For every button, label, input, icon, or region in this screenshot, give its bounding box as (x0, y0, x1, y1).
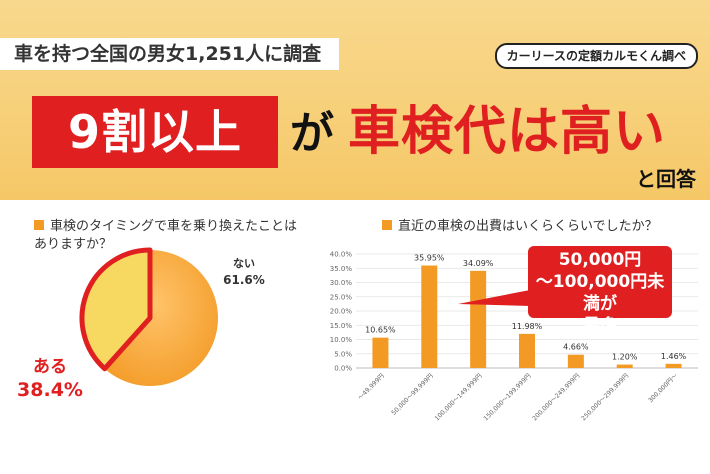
bar (519, 333, 535, 368)
pie-slice-aru (79, 247, 153, 372)
bar-title-text: 直近の車検の出費はいくらくらいでしたか？ (398, 219, 658, 234)
x-tick-label: ～49,999円 (357, 372, 386, 401)
y-tick-label: 15.0% (330, 322, 353, 330)
bar-value-label: 35.95% (414, 254, 445, 263)
pie-label-nai: ない (233, 257, 255, 270)
y-tick-label: 35.0% (330, 265, 353, 273)
bar-value-label: 34.09% (463, 259, 494, 268)
y-tick-label: 20.0% (330, 308, 353, 316)
bullet-square-icon (34, 220, 44, 230)
bar (567, 354, 584, 368)
headline-highlight: 9割以上 (32, 96, 278, 168)
pie-label-aru: ある (33, 357, 67, 377)
pie-slice-nai (104, 250, 219, 386)
bar-value-label: 11.98% (512, 322, 543, 331)
x-tick-label: 200,000～249,999円 (531, 372, 581, 422)
bar-value-label: 10.65% (365, 326, 396, 335)
bar (372, 337, 389, 368)
callout-line3: 最多 (583, 316, 617, 336)
callout-line2: ～100,000円未満が (535, 272, 665, 314)
pie-value-aru: 38.4% (17, 379, 83, 401)
y-tick-label: 5.0% (334, 350, 352, 358)
y-tick-label: 0.0% (334, 365, 352, 373)
y-tick-label: 30.0% (330, 279, 353, 287)
bar (616, 364, 633, 368)
bar-chart: 0.0% 5.0% 10.0% 15.0% 20.0% 25.0% 30.0% 35.0% 40… (330, 251, 698, 422)
headline-particle: が (290, 108, 334, 159)
x-tick-label: 50,000～99,999円 (390, 372, 434, 416)
x-tick-label: 150,000～199,999円 (483, 372, 533, 422)
bar-chart-title: 直近の車検の出費はいくらくらいでしたか？ (382, 218, 658, 236)
bar-value-label: 1.20% (612, 353, 638, 362)
bar (421, 265, 438, 368)
bar (665, 363, 682, 368)
y-tick-label: 10.0% (330, 336, 353, 344)
bar-callout: 50,000円 ～100,000円未満が 最多 (528, 246, 672, 336)
headline-suffix: と回答 (636, 167, 696, 191)
bar-value-label: 4.66% (563, 343, 589, 352)
x-tick-label: 250,000～299,999円 (580, 372, 630, 422)
pie-value-nai: 61.6% (223, 273, 265, 287)
header-banner: 車を持つ全国の男女1,251人に調査 カーリースの定額カルモくん調べ 9割以上 … (0, 0, 710, 200)
headline-main: 車検代は高い (348, 102, 667, 162)
bar-value-label: 1.46% (661, 352, 687, 361)
callout-pointer (458, 290, 530, 306)
y-tick-label: 40.0% (330, 251, 353, 259)
x-tick-label: 300,000円～ (647, 372, 679, 404)
pie-title-line2: ありますか？ (34, 237, 113, 252)
bullet-square-icon (382, 220, 392, 230)
source-badge: カーリースの定額カルモくん調べ (494, 43, 698, 69)
x-tick-label: 100,000～149,999円 (434, 372, 484, 422)
pie-chart-title: 車検のタイミングで車を乗り換えたことは ありますか？ (34, 218, 297, 254)
bar (470, 270, 487, 368)
callout-line1: 50,000円 (558, 250, 642, 270)
survey-label: 車を持つ全国の男女1,251人に調査 (0, 38, 340, 70)
y-tick-label: 25.0% (330, 293, 353, 301)
pie-title-line1: 車検のタイミングで車を乗り換えたことは (50, 219, 298, 234)
